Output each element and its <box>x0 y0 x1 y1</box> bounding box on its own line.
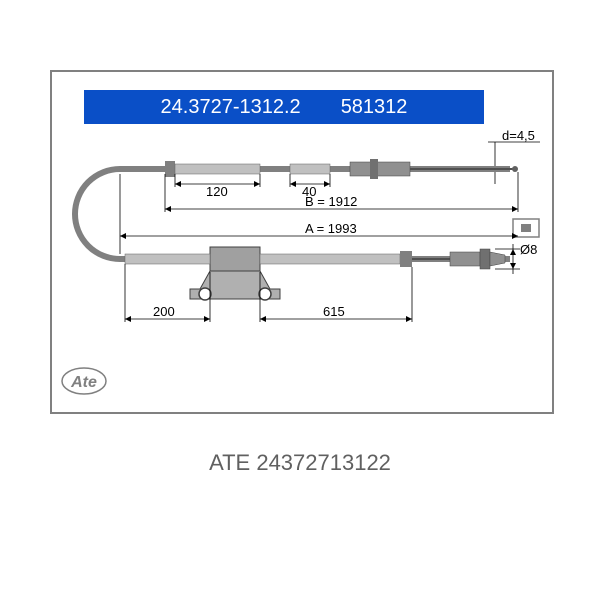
adjuster-barrel <box>350 162 410 176</box>
sleeve-200 <box>125 254 210 264</box>
dim-615-label: 615 <box>323 304 345 319</box>
dim-A-label: A = 1993 <box>305 221 357 236</box>
sleeve-40 <box>290 164 330 174</box>
part-number: 24.3727-1312.2 <box>161 96 301 119</box>
svg-text:Ate: Ate <box>70 374 97 391</box>
dim-120-label: 120 <box>206 184 228 199</box>
collar-end <box>400 251 412 267</box>
title-bar: 24.3727-1312.2 581312 <box>84 90 484 124</box>
fitting-collar-1 <box>165 161 175 177</box>
product-caption: ATE 24372713122 <box>0 450 600 476</box>
dim-B-label: B = 1912 <box>305 194 357 209</box>
cable-diagram: d=4,5 120 40 B = 1912 A = 1993 Ø8 200 61… <box>50 124 550 404</box>
dim-200-label: 200 <box>153 304 175 319</box>
cable-bend <box>75 169 120 259</box>
dim-8-label: Ø8 <box>520 242 537 257</box>
end-fitting <box>450 249 505 269</box>
cable-end-nipple <box>512 166 518 172</box>
part-code: 581312 <box>341 96 408 119</box>
dim-d-label: d=4,5 <box>502 128 535 143</box>
clip-icon <box>513 219 539 237</box>
sleeve-120 <box>175 164 260 174</box>
brand-logo: Ate <box>60 366 108 396</box>
adjuster-nut <box>370 159 378 179</box>
sleeve-615 <box>260 254 400 264</box>
